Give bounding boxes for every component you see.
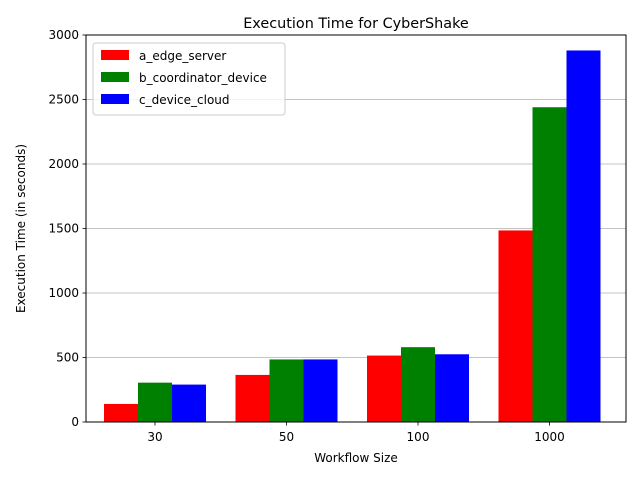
bar xyxy=(104,403,138,422)
y-tick-label: 500 xyxy=(56,351,79,365)
bar xyxy=(303,359,338,422)
bar xyxy=(269,359,304,422)
x-tick-label: 1000 xyxy=(534,430,565,444)
legend-swatch xyxy=(101,72,129,82)
y-tick-label: 0 xyxy=(71,415,79,429)
y-tick-label: 1000 xyxy=(48,286,79,300)
y-tick-label: 2000 xyxy=(48,157,79,171)
bar xyxy=(401,347,435,422)
y-tick-label: 1500 xyxy=(48,222,79,236)
chart-title: Execution Time for CyberShake xyxy=(243,16,469,32)
legend-label: a_edge_server xyxy=(139,49,226,63)
y-tick-label: 3000 xyxy=(48,28,79,42)
y-axis-ticks: 0 500 1000 1500 2000 2500 3000 xyxy=(48,28,86,429)
bar xyxy=(498,230,533,422)
bar xyxy=(532,107,567,423)
x-tick-label: 50 xyxy=(279,430,294,444)
legend-box xyxy=(92,42,286,116)
bar xyxy=(367,355,401,422)
y-tick-label: 2500 xyxy=(48,93,79,107)
y-axis-label: Execution Time (in seconds) xyxy=(14,144,28,313)
legend: a_edge_server b_coordinator_device c_devic… xyxy=(92,42,286,116)
bar xyxy=(235,374,270,422)
bar xyxy=(172,384,206,422)
legend-label: c_device_cloud xyxy=(139,93,230,107)
x-tick-label: 30 xyxy=(147,430,162,444)
bar xyxy=(566,50,601,422)
x-axis-ticks: 30 50 100 1000 xyxy=(147,422,565,444)
bar xyxy=(435,354,469,422)
bar xyxy=(138,382,172,422)
x-tick-label: 100 xyxy=(407,430,430,444)
legend-swatch xyxy=(101,50,129,60)
x-axis-label: Workflow Size xyxy=(314,451,398,465)
legend-swatch xyxy=(101,94,129,104)
bars xyxy=(104,50,601,423)
legend-label: b_coordinator_device xyxy=(139,71,267,85)
